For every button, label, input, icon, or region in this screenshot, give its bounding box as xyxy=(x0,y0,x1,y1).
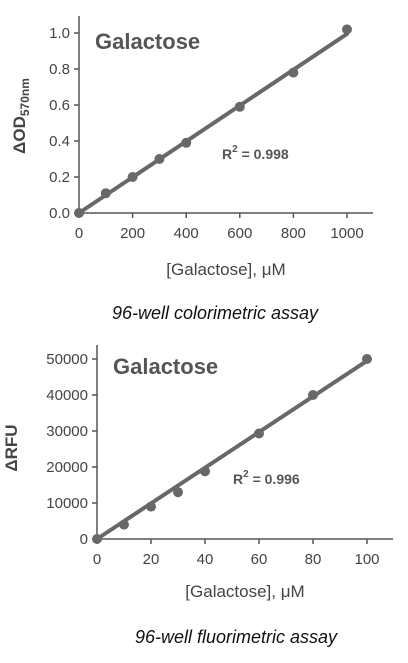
r-squared-label: R2 = 0.996 xyxy=(233,469,300,487)
y-tick-label: 0.2 xyxy=(49,169,70,186)
fluorimetric-panel: 0 20 40 60 80 100 0 10000 20000 30000 40000 50000 G… xyxy=(2,345,393,647)
x-axis-label: [Galactose], μM xyxy=(166,260,285,279)
data-point xyxy=(127,172,138,182)
tick-marks xyxy=(74,32,348,218)
chart-title: Galactose xyxy=(113,354,218,379)
x-tick-label: 0 xyxy=(75,225,83,242)
x-tick-label: 600 xyxy=(227,225,252,242)
y-axis-label: ΔRFU xyxy=(2,424,21,471)
data-point xyxy=(200,466,210,477)
data-point xyxy=(362,354,372,364)
colorimetric-panel: 0 200 400 600 800 1000 0.0 0.2 0.4 0.6 0.8 1.0 Gala… xyxy=(10,16,373,323)
y-tick-label: 0.0 xyxy=(49,205,70,222)
data-point xyxy=(119,519,129,530)
y-tick-label: 40000 xyxy=(46,387,88,404)
tick-labels: 0 20 40 60 80 100 0 10000 20000 30000 40000 50000 xyxy=(46,351,379,568)
data-point xyxy=(92,534,102,544)
x-tick-label: 80 xyxy=(305,551,322,568)
y-tick-label: 0.8 xyxy=(49,61,70,78)
x-tick-label: 800 xyxy=(281,225,306,242)
data-point xyxy=(342,24,352,35)
data-point xyxy=(181,137,192,148)
y-tick-label: 0 xyxy=(80,531,88,548)
chart-caption: 96-well fluorimetric assay xyxy=(135,627,338,647)
y-tick-label: 0.4 xyxy=(49,133,70,150)
x-tick-label: 1000 xyxy=(330,225,363,242)
fit-line xyxy=(77,31,349,215)
y-axis-label: ΔOD570nm xyxy=(10,78,32,154)
data-points xyxy=(92,354,372,544)
data-point xyxy=(154,154,165,164)
y-tick-label: 1.0 xyxy=(49,25,70,42)
x-tick-label: 200 xyxy=(120,225,145,242)
y-tick-label: 20000 xyxy=(46,459,88,476)
data-point xyxy=(146,501,156,512)
x-tick-label: 20 xyxy=(143,551,160,568)
x-tick-label: 400 xyxy=(174,225,199,242)
y-tick-label: 30000 xyxy=(46,423,88,440)
x-tick-label: 60 xyxy=(251,551,268,568)
x-tick-label: 100 xyxy=(354,551,379,568)
y-tick-label: 50000 xyxy=(46,351,88,368)
r-squared-label: R2 = 0.998 xyxy=(222,144,289,162)
data-point xyxy=(74,208,84,218)
data-point xyxy=(308,390,318,400)
data-point xyxy=(100,188,111,199)
data-point xyxy=(234,101,245,112)
y-tick-label: 0.6 xyxy=(49,97,70,114)
data-point xyxy=(173,487,183,498)
x-axis-label: [Galactose], μM xyxy=(185,582,304,601)
chart-title: Galactose xyxy=(95,29,200,54)
x-tick-label: 40 xyxy=(197,551,214,568)
fit-line xyxy=(95,358,369,541)
data-point xyxy=(254,428,264,439)
data-points xyxy=(74,24,352,218)
tick-labels: 0 200 400 600 800 1000 0.0 0.2 0.4 0.6 0.8 1.0 xyxy=(49,25,364,242)
y-tick-label: 10000 xyxy=(46,495,88,512)
chart-caption: 96-well colorimetric assay xyxy=(112,303,319,323)
x-tick-label: 0 xyxy=(93,551,101,568)
data-point xyxy=(288,67,299,78)
